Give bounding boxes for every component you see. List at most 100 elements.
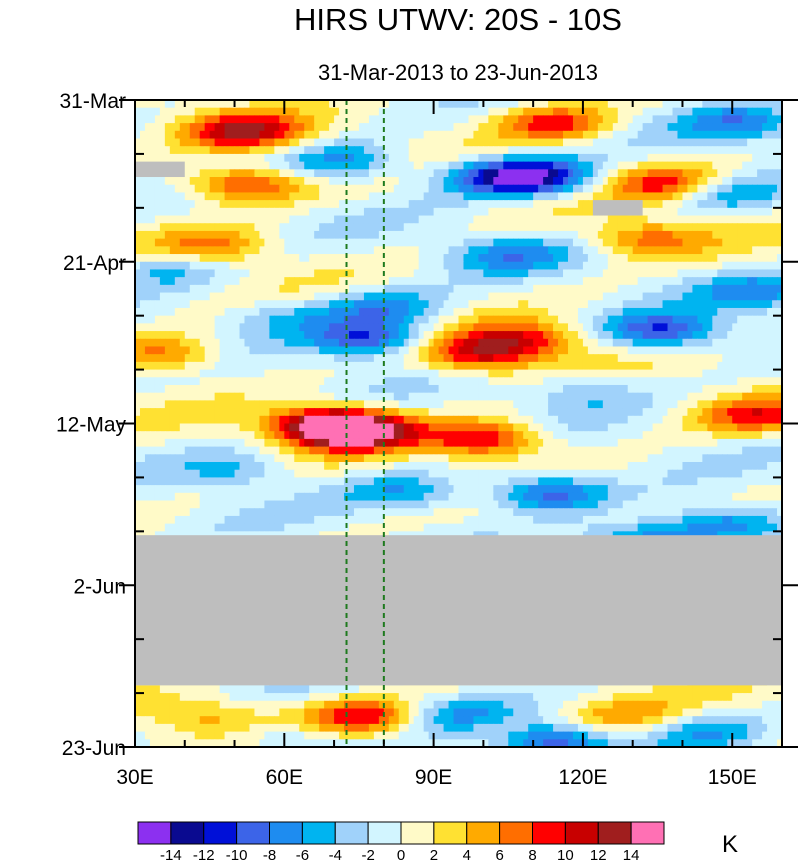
- field-cell: [349, 292, 355, 301]
- field-cell: [219, 153, 226, 163]
- field-cell: [428, 307, 435, 317]
- field-cell: [488, 184, 494, 194]
- field-cell: [264, 161, 270, 170]
- field-cell: [239, 392, 246, 401]
- field-cell: [443, 354, 450, 363]
- field-cell: [339, 138, 345, 147]
- field-cell: [667, 123, 674, 132]
- field-cell: [627, 323, 634, 332]
- field-cell: [299, 177, 305, 186]
- field-cell: [254, 338, 261, 348]
- field-cell: [204, 338, 211, 348]
- field-cell: [622, 346, 629, 355]
- field-cell: [712, 300, 718, 309]
- field-cell: [732, 130, 738, 140]
- field-cell: [174, 230, 181, 240]
- field-cell: [543, 138, 549, 147]
- field-cell: [403, 130, 410, 140]
- field-cell: [149, 192, 156, 201]
- field-cell: [682, 377, 689, 386]
- field-cell: [662, 100, 669, 109]
- field-cell: [548, 323, 554, 332]
- field-cell: [383, 223, 390, 232]
- field-cell: [493, 123, 499, 132]
- field-cell: [309, 138, 315, 147]
- field-cell: [135, 307, 141, 317]
- field-cell: [717, 384, 723, 394]
- field-cell: [732, 323, 738, 332]
- field-cell: [453, 207, 460, 217]
- field-cell: [214, 338, 221, 348]
- field-cell: [189, 215, 196, 224]
- field-cell: [264, 123, 270, 132]
- field-cell: [647, 369, 654, 378]
- field-cell: [229, 177, 236, 186]
- field-cell: [612, 184, 619, 194]
- field-cell: [747, 292, 753, 301]
- field-cell: [632, 246, 639, 255]
- field-cell: [697, 100, 703, 109]
- field-cell: [498, 377, 504, 386]
- field-cell: [622, 146, 629, 155]
- field-cell: [642, 184, 649, 194]
- field-cell: [189, 277, 196, 286]
- field-cell: [513, 223, 519, 232]
- field-cell: [652, 284, 659, 294]
- field-cell: [558, 346, 564, 355]
- field-cell: [358, 107, 365, 116]
- field-cell: [622, 238, 629, 247]
- field-cell: [214, 184, 221, 194]
- field-cell: [159, 300, 166, 309]
- field-cell: [642, 223, 649, 232]
- field-cell: [358, 246, 365, 255]
- field-cell: [518, 215, 524, 224]
- field-cell: [353, 223, 360, 232]
- field-cell: [567, 261, 574, 271]
- field-cell: [448, 223, 455, 232]
- field-cell: [388, 169, 395, 178]
- field-cell: [558, 277, 564, 286]
- field-cell: [403, 123, 410, 132]
- field-cell: [493, 177, 499, 186]
- field-cell: [234, 246, 241, 255]
- field-cell: [692, 292, 698, 301]
- field-cell: [329, 223, 335, 232]
- field-cell: [438, 215, 445, 224]
- field-cell: [413, 192, 420, 201]
- field-cell: [662, 300, 669, 309]
- field-cell: [179, 261, 186, 271]
- field-cell: [617, 115, 624, 124]
- field-cell: [433, 107, 440, 116]
- field-cell: [577, 269, 584, 278]
- field-cell: [448, 177, 455, 186]
- field-cell: [687, 354, 694, 363]
- field-cell: [314, 177, 320, 186]
- field-cell: [742, 246, 748, 255]
- field-cell: [289, 115, 295, 124]
- field-cell: [329, 384, 335, 394]
- field-cell: [647, 238, 654, 247]
- field-cell: [373, 307, 380, 317]
- field-cell: [538, 146, 544, 155]
- field-cell: [488, 315, 494, 324]
- field-cell: [558, 200, 564, 209]
- field-cell: [473, 354, 480, 363]
- field-cell: [154, 369, 161, 378]
- field-cell: [493, 354, 499, 363]
- field-cell: [637, 238, 644, 247]
- field-cell: [443, 200, 450, 209]
- field-cell: [314, 215, 320, 224]
- field-cell: [677, 223, 684, 232]
- field-cell: [294, 107, 300, 116]
- field-cell: [363, 238, 370, 247]
- field-cell: [249, 331, 256, 340]
- field-cell: [378, 153, 385, 163]
- field-cell: [667, 115, 674, 124]
- field-cell: [378, 300, 385, 309]
- field-cell: [523, 346, 529, 355]
- field-cell: [334, 223, 340, 232]
- field-cell: [154, 223, 161, 232]
- field-cell: [378, 115, 385, 124]
- field-cell: [667, 246, 674, 255]
- field-cell: [398, 146, 405, 155]
